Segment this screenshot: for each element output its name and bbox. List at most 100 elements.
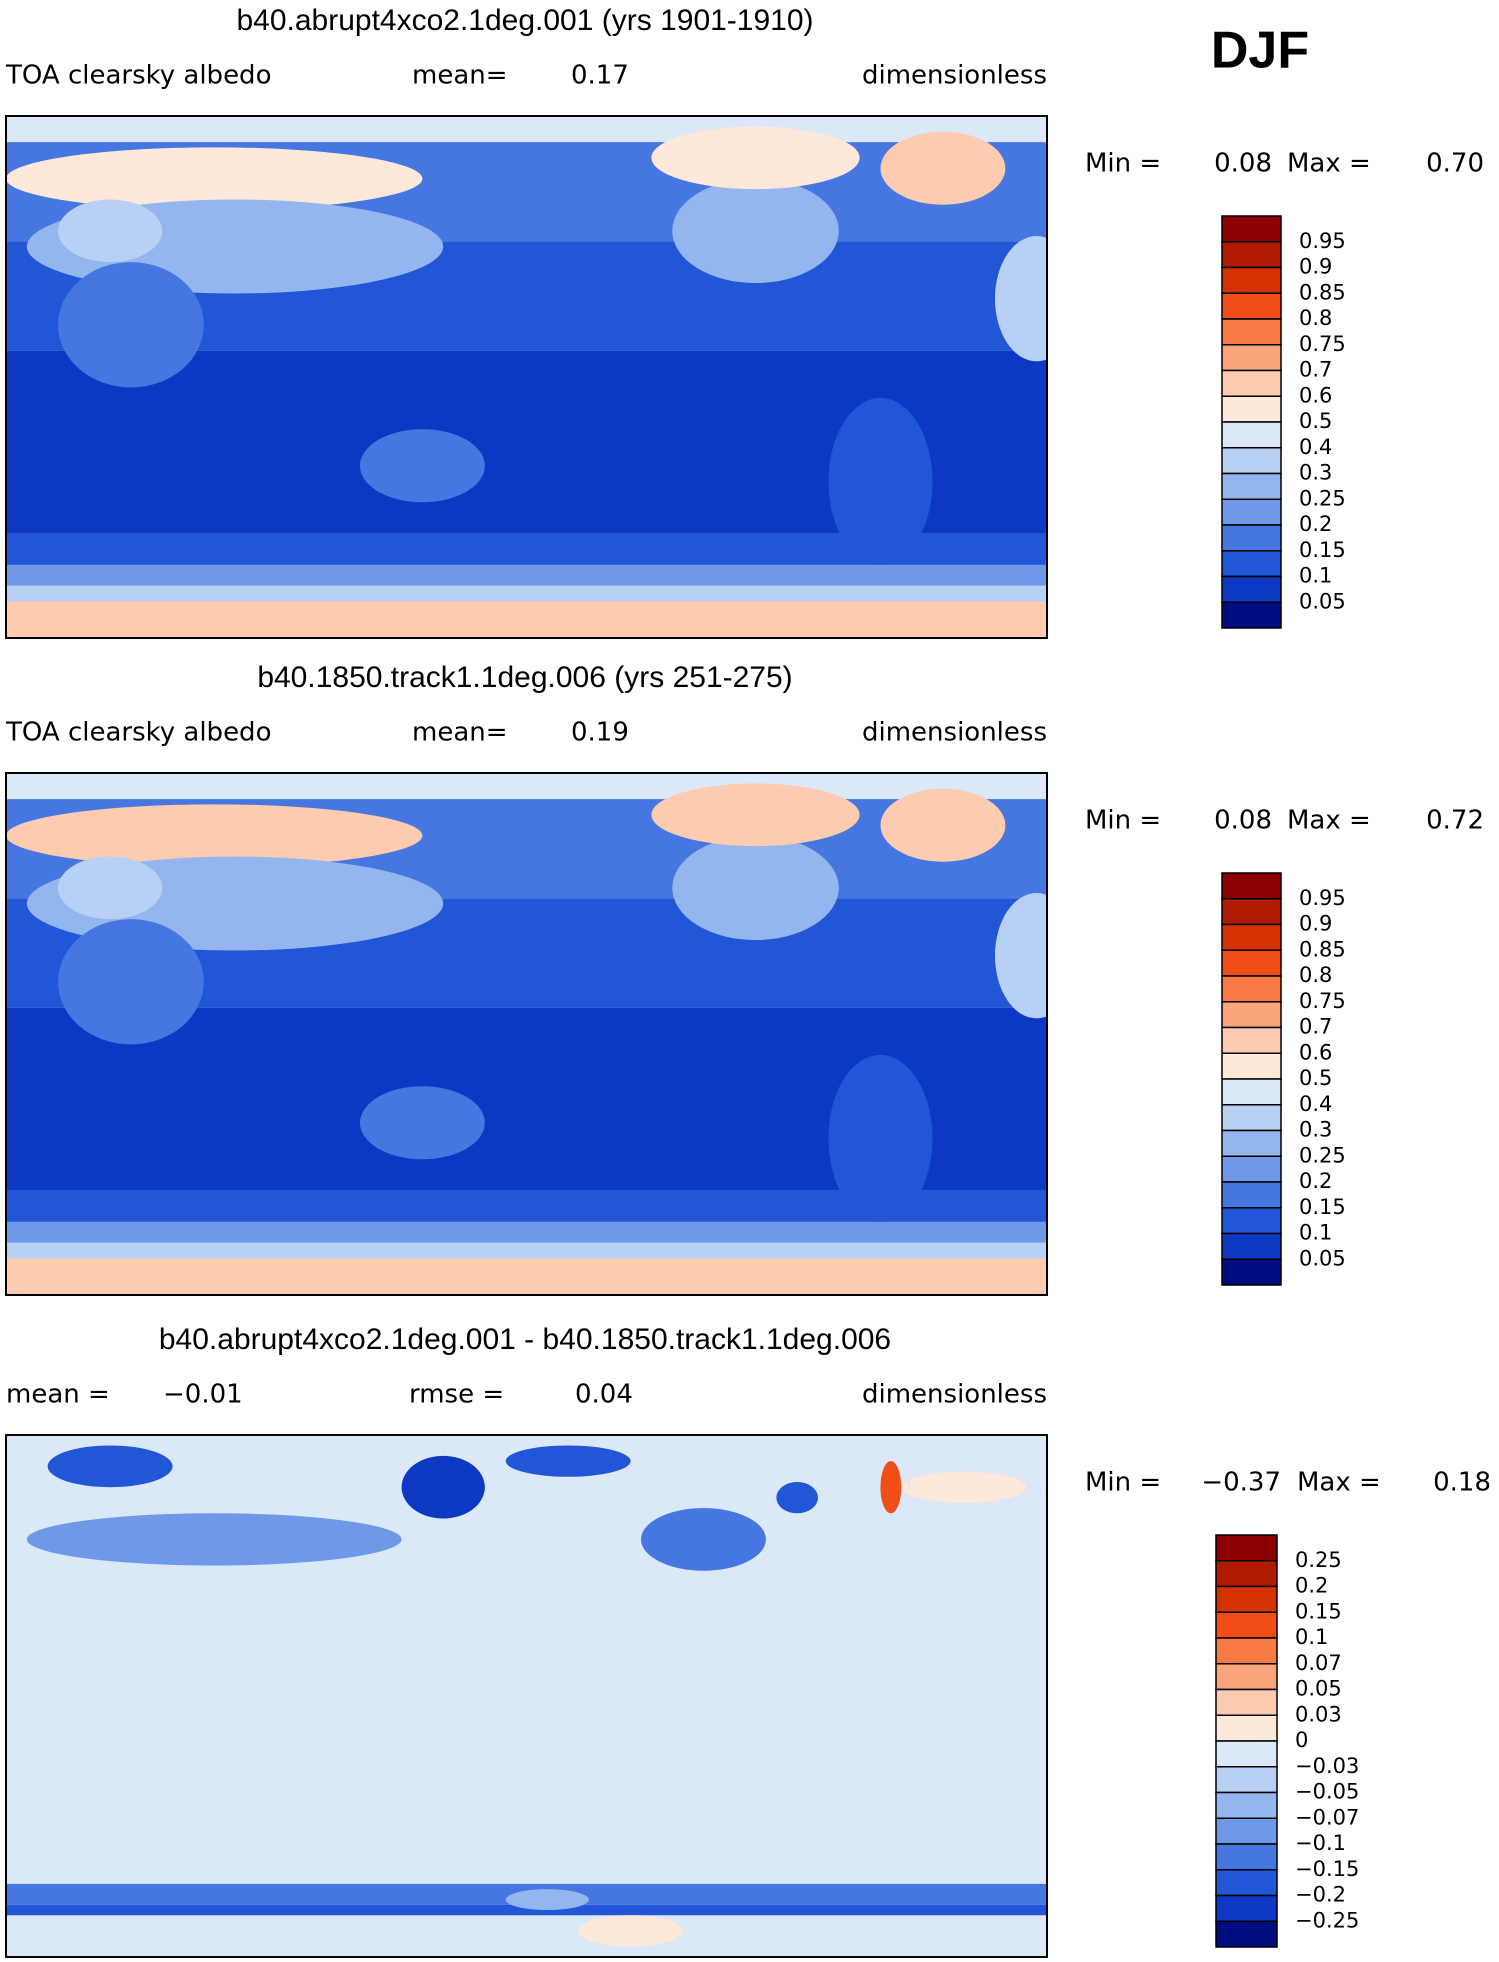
colorbar-label: 0.75 <box>1299 332 1346 356</box>
colorbar-label: 0.3 <box>1299 1118 1332 1142</box>
map <box>6 773 1047 1295</box>
map-region <box>58 262 204 388</box>
colorbar-box <box>1221 215 1282 243</box>
map <box>6 116 1047 638</box>
colorbar-label: 0.07 <box>1295 1651 1342 1675</box>
map-frame <box>5 1434 1048 1958</box>
panel-subtitle: TOA clearsky albedo <box>5 718 271 748</box>
colorbar-box <box>1215 1714 1278 1742</box>
map-region <box>505 1889 589 1911</box>
colorbar-label: 0.9 <box>1299 255 1332 279</box>
colorbar-box <box>1221 1026 1282 1054</box>
colorbar-box <box>1221 975 1282 1003</box>
colorbar-label: 0.5 <box>1299 409 1332 433</box>
panel-subtitle: dimensionless <box>862 1380 1047 1410</box>
panel-title: b40.abrupt4xco2.1deg.001 (yrs 1901-1910) <box>236 4 813 37</box>
colorbar-box <box>1221 923 1282 951</box>
colorbar-box <box>1221 575 1282 603</box>
map-region <box>672 178 839 284</box>
panel-subtitle: 0.19 <box>571 718 629 748</box>
map-region <box>6 804 423 867</box>
panel-subtitle: 0.04 <box>575 1380 633 1410</box>
colorbar-box <box>1221 524 1282 552</box>
map-band <box>6 1435 1047 1957</box>
map-region <box>880 131 1006 205</box>
colorbar-box <box>1215 1817 1278 1845</box>
panel-title: b40.1850.track1.1deg.006 (yrs 251-275) <box>257 661 792 694</box>
colorbar-box <box>1215 1688 1278 1716</box>
map-region <box>58 199 163 263</box>
panel-subtitle: mean= <box>412 61 508 91</box>
colorbar-label: 0.1 <box>1299 1221 1332 1245</box>
colorbar-label: 0.95 <box>1299 886 1346 910</box>
colorbar-box <box>1221 1207 1282 1235</box>
map-region <box>651 126 860 190</box>
colorbar-label: 0.6 <box>1299 1040 1332 1064</box>
colorbar-label: −0.2 <box>1295 1883 1346 1907</box>
colorbar-label: −0.05 <box>1295 1780 1359 1804</box>
map-region <box>58 919 204 1045</box>
map-region <box>401 1455 485 1519</box>
colorbar-box <box>1221 395 1282 423</box>
colorbar-box <box>1215 1611 1278 1639</box>
map-band <box>6 1258 1047 1295</box>
colorbar-box <box>1221 949 1282 977</box>
colorbar-label: 0.15 <box>1299 538 1346 562</box>
panel-subtitle: dimensionless <box>862 61 1047 91</box>
colorbar-box <box>1221 1232 1282 1260</box>
colorbar-box <box>1221 266 1282 294</box>
colorbar-label: −0.25 <box>1295 1908 1359 1932</box>
map-region <box>359 1086 485 1160</box>
colorbar-box <box>1215 1894 1278 1922</box>
map-region <box>901 1471 1027 1503</box>
colorbar-box <box>1221 1129 1282 1157</box>
map-region <box>776 1481 818 1514</box>
colorbar-label: 0.6 <box>1299 383 1332 407</box>
panel-subtitle: mean= <box>412 718 508 748</box>
colorbar-box <box>1221 601 1282 629</box>
range-text: Max = <box>1287 806 1371 836</box>
panel-subtitle: dimensionless <box>862 718 1047 748</box>
map-region <box>6 147 423 210</box>
colorbar-label: 0.5 <box>1299 1066 1332 1090</box>
colorbar-box <box>1215 1663 1278 1691</box>
panel-title: b40.abrupt4xco2.1deg.001 - b40.1850.trac… <box>159 1323 891 1356</box>
colorbar-box <box>1221 1155 1282 1183</box>
colorbar-label: 0.75 <box>1299 989 1346 1013</box>
colorbar-label: 0.95 <box>1299 229 1346 253</box>
colorbar-label: 0.2 <box>1295 1574 1328 1598</box>
map-region <box>58 856 163 920</box>
map-region <box>578 1915 683 1947</box>
map-band <box>6 1242 1047 1259</box>
season-label: DJF <box>1211 22 1309 80</box>
map-band <box>6 773 1047 800</box>
map-region <box>359 429 485 503</box>
colorbar-label: 0.15 <box>1295 1599 1342 1623</box>
colorbar-box <box>1215 1740 1278 1768</box>
colorbar-label: 0.85 <box>1299 280 1346 304</box>
colorbar-box <box>1221 1181 1282 1209</box>
range-text: 0.18 <box>1433 1468 1491 1498</box>
map-band <box>6 564 1047 586</box>
colorbar-box <box>1221 241 1282 269</box>
map-region <box>994 893 1047 1019</box>
colorbar-label: −0.15 <box>1295 1857 1359 1881</box>
colorbar-box <box>1215 1869 1278 1897</box>
colorbar-box <box>1221 498 1282 526</box>
colorbar-box <box>1215 1791 1278 1819</box>
colorbar-label: 0.8 <box>1299 963 1332 987</box>
colorbar-label: 0.05 <box>1299 589 1346 613</box>
colorbar-label: 0.05 <box>1299 1246 1346 1270</box>
colorbar-box <box>1215 1637 1278 1665</box>
map-region <box>828 1054 933 1222</box>
colorbar-label: 0 <box>1295 1728 1308 1752</box>
colorbar-label: 0.03 <box>1295 1702 1342 1726</box>
colorbar-box <box>1221 344 1282 372</box>
colorbar-box <box>1221 369 1282 397</box>
colorbar-box <box>1221 1001 1282 1029</box>
colorbar-label: 0.2 <box>1299 1169 1332 1193</box>
map-region <box>828 397 933 565</box>
colorbar-box <box>1221 1052 1282 1080</box>
map <box>6 1435 1047 1957</box>
